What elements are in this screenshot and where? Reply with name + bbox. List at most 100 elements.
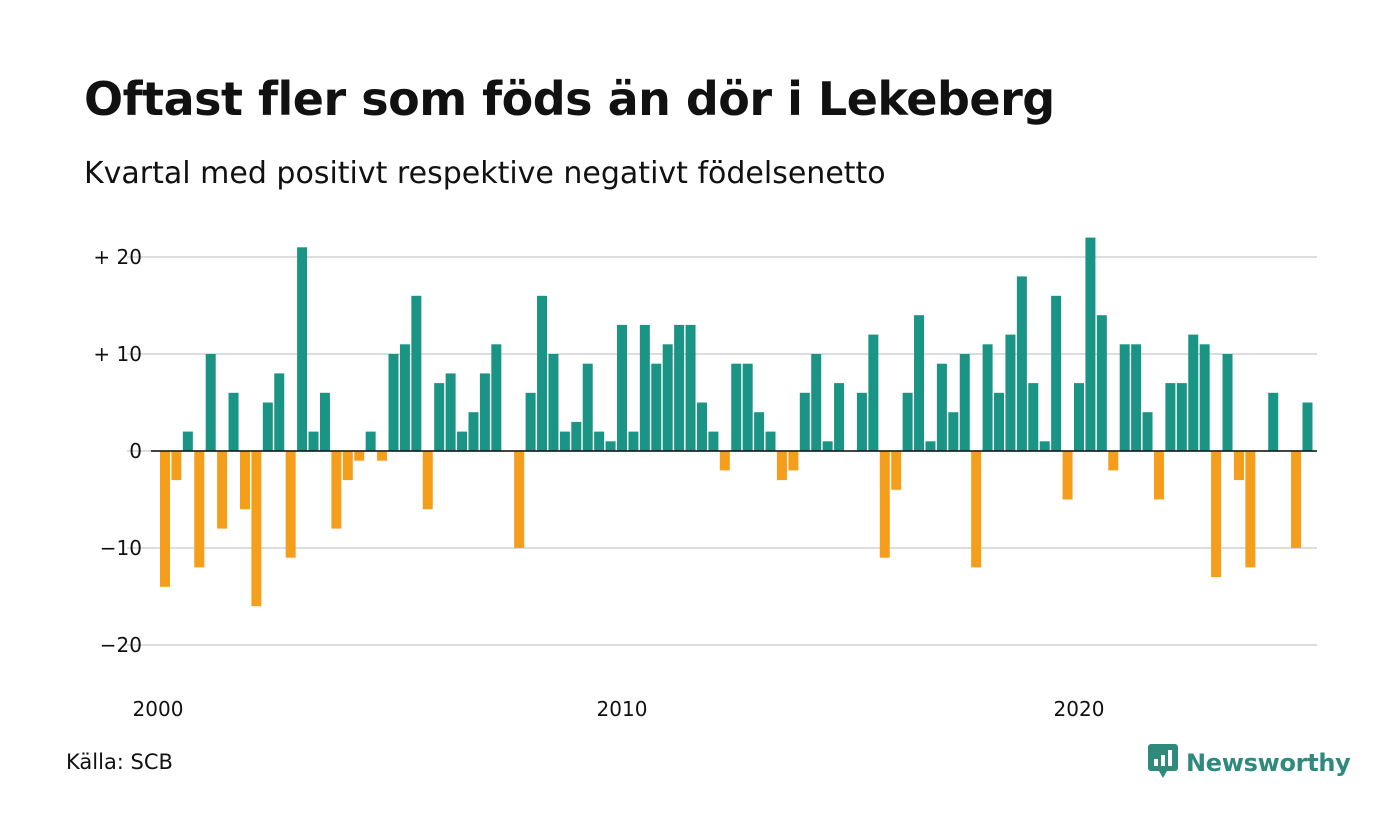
bar (1016, 276, 1027, 451)
bar (1291, 451, 1302, 548)
bar (628, 431, 639, 451)
bar (262, 402, 273, 451)
y-tick-label: −10 (100, 536, 142, 560)
bar (1199, 344, 1210, 451)
axes: + 20 + 10 0 −10 −20 2000 2010 2020 (93, 245, 1317, 721)
bar (479, 373, 490, 451)
bar (491, 344, 502, 451)
bar (537, 295, 548, 451)
source-label: Källa: SCB (66, 750, 173, 774)
bar (308, 431, 319, 451)
bar (639, 324, 650, 451)
bar (457, 431, 468, 451)
bar (617, 324, 627, 451)
bar (194, 451, 205, 568)
bar (765, 431, 776, 451)
bar (662, 344, 673, 451)
bar (1096, 315, 1107, 451)
bar (525, 392, 536, 451)
bar (411, 295, 422, 451)
bar (274, 373, 285, 451)
bar (1085, 237, 1096, 451)
bar (388, 354, 399, 451)
bar (1211, 451, 1222, 578)
bar (1188, 334, 1199, 451)
bar (879, 451, 890, 558)
bar (891, 451, 902, 490)
y-tick-label: −20 (100, 633, 142, 657)
bar (445, 373, 456, 451)
bar (936, 363, 947, 451)
bar (822, 441, 833, 451)
bar (228, 392, 239, 451)
bar (182, 431, 193, 451)
x-tick-label: 2010 (597, 697, 648, 721)
bar (776, 451, 787, 481)
bar (365, 431, 376, 451)
bar (811, 354, 822, 451)
bar (605, 441, 616, 451)
bar (994, 392, 1005, 451)
newsworthy-logo: Newsworthy (1148, 744, 1351, 782)
bar (1005, 334, 1016, 451)
bar (205, 354, 216, 451)
bar (971, 451, 982, 568)
bar (251, 451, 262, 607)
bar (914, 315, 925, 451)
y-tick-label: 0 (129, 439, 142, 463)
bar (1142, 412, 1153, 451)
bar (594, 431, 605, 451)
bar (354, 451, 365, 461)
bar (1039, 441, 1050, 451)
bar (788, 451, 799, 471)
bar (959, 354, 970, 451)
bar (742, 363, 753, 451)
bar (377, 451, 388, 461)
bar (1108, 451, 1119, 471)
bar (285, 451, 296, 558)
bar (399, 344, 410, 451)
bar (434, 383, 445, 451)
bar (856, 392, 867, 451)
bar (948, 412, 959, 451)
bar (925, 441, 936, 451)
bar (582, 363, 593, 451)
bar (982, 344, 993, 451)
bar (719, 451, 730, 471)
bar (651, 363, 662, 451)
bar (1245, 451, 1256, 568)
bar (1051, 295, 1062, 451)
bar (1028, 383, 1039, 451)
bar (799, 392, 810, 451)
bar (422, 451, 433, 510)
bar (674, 324, 685, 451)
newsworthy-logo-icon (1148, 744, 1178, 782)
bar (319, 392, 330, 451)
bars (160, 237, 1313, 607)
bar (1074, 383, 1084, 451)
bar (514, 451, 525, 548)
bar (868, 334, 879, 451)
chart-subtitle: Kvartal med positivt respektive negativt… (84, 156, 886, 191)
bar (1176, 383, 1187, 451)
bar (1062, 451, 1073, 500)
bar (1302, 402, 1313, 451)
bar (468, 412, 479, 451)
bar (1165, 383, 1176, 451)
bar (1222, 354, 1233, 451)
x-tick-label: 2020 (1054, 697, 1105, 721)
bar (548, 354, 559, 451)
bar (708, 431, 719, 451)
bar (731, 363, 742, 451)
bar (754, 412, 765, 451)
bar (696, 402, 707, 451)
x-tick-label: 2000 (133, 697, 184, 721)
bar (1268, 392, 1279, 451)
bar (217, 451, 228, 529)
bar (902, 392, 913, 451)
bar (571, 421, 582, 451)
bar (1233, 451, 1244, 481)
bar (834, 383, 845, 451)
bar (1153, 451, 1164, 500)
